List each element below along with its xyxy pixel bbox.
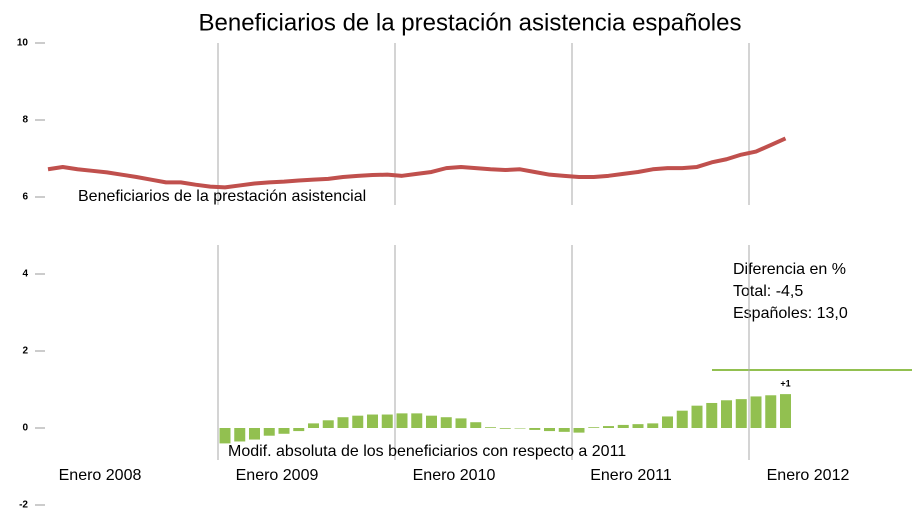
bar: [322, 420, 334, 428]
line: [47, 136, 787, 190]
plot: Enero 2008 Enero 2009 Enero 2010 Enero 2011…: [47, 43, 850, 484]
bar: [514, 428, 526, 429]
bar: [529, 428, 541, 430]
bar: [411, 413, 423, 428]
bar: [647, 423, 659, 428]
x-tick-label: Enero 2011: [590, 467, 672, 484]
bar: [499, 428, 511, 429]
y-tick-label: 6: [22, 192, 28, 203]
series-label: Modif. absoluta de los beneficiarios con…: [228, 443, 626, 460]
bar: [558, 428, 570, 432]
series-label: Beneficiarios de la prestación asistenci…: [78, 188, 366, 205]
bar: [676, 410, 688, 428]
bar: [735, 399, 747, 428]
bar: [308, 423, 319, 428]
bar-annotation: +1: [780, 378, 790, 388]
x-tick-label: Enero 2009: [236, 467, 319, 484]
bar: [544, 428, 555, 432]
bar: [603, 426, 614, 428]
y-tick-label: 8: [22, 115, 28, 126]
bar: [485, 427, 496, 428]
bar: [750, 396, 762, 428]
bar: [455, 418, 467, 428]
y-tick-label: 10: [17, 38, 29, 49]
bar: [632, 424, 644, 428]
bar: [249, 428, 260, 440]
bar: [352, 415, 364, 428]
y-tick-label: 4: [22, 269, 28, 280]
chart-title: Beneficiarios de la prestación asistenci…: [199, 9, 742, 36]
y-tick-label: 0: [22, 423, 28, 434]
bar: [234, 428, 246, 442]
bar: [426, 415, 437, 428]
bar: [721, 400, 732, 428]
bar: [765, 395, 777, 428]
y-tick-label: -2: [19, 500, 28, 511]
bar: [691, 405, 703, 428]
bar: [617, 424, 629, 428]
x-tick-label: Enero 2010: [413, 467, 496, 484]
bar: [588, 427, 600, 428]
bar: [219, 428, 231, 444]
bar: [706, 402, 718, 428]
info-box: [712, 250, 912, 370]
box-title: Diferencia en %: [733, 261, 846, 278]
bar: [293, 428, 305, 432]
bar: [263, 428, 275, 436]
bar: [470, 422, 482, 428]
x-tick-label: Enero 2012: [767, 467, 850, 484]
bar: [367, 414, 378, 428]
bar: [381, 414, 393, 428]
bar: [337, 417, 349, 428]
bar: [396, 413, 408, 428]
box-line: Total: -4,5: [733, 283, 803, 300]
bar: [440, 417, 452, 428]
bar: [278, 428, 290, 434]
bar: [573, 428, 585, 433]
bar: [780, 394, 791, 428]
x-tick-label: Enero 2008: [59, 467, 142, 484]
box-line: Españoles: 13,0: [733, 305, 848, 322]
y-tick-label: 2: [22, 346, 28, 357]
bar: [662, 416, 673, 428]
